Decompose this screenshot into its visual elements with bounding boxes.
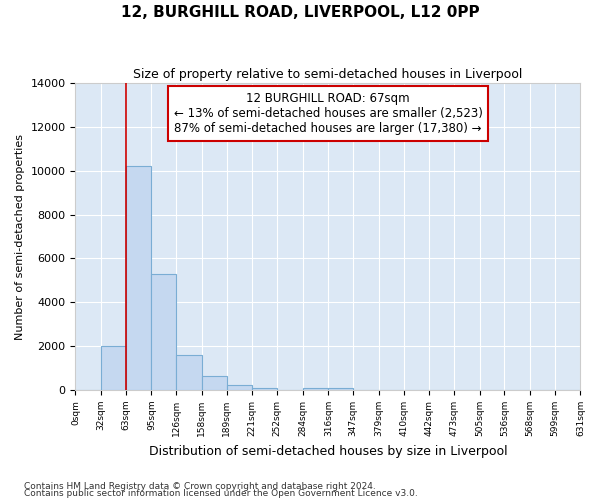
Bar: [176, 355, 202, 390]
Bar: [227, 384, 253, 390]
Bar: [202, 376, 227, 390]
Bar: [126, 166, 151, 390]
Text: Contains public sector information licensed under the Open Government Licence v3: Contains public sector information licen…: [24, 490, 418, 498]
Bar: [151, 274, 176, 390]
X-axis label: Distribution of semi-detached houses by size in Liverpool: Distribution of semi-detached houses by …: [149, 444, 507, 458]
Y-axis label: Number of semi-detached properties: Number of semi-detached properties: [15, 134, 25, 340]
Bar: [101, 346, 126, 390]
Text: 12 BURGHILL ROAD: 67sqm
← 13% of semi-detached houses are smaller (2,523)
87% of: 12 BURGHILL ROAD: 67sqm ← 13% of semi-de…: [173, 92, 482, 136]
Bar: [253, 388, 277, 390]
Bar: [328, 388, 353, 390]
Title: Size of property relative to semi-detached houses in Liverpool: Size of property relative to semi-detach…: [133, 68, 523, 80]
Bar: [303, 388, 328, 390]
Text: 12, BURGHILL ROAD, LIVERPOOL, L12 0PP: 12, BURGHILL ROAD, LIVERPOOL, L12 0PP: [121, 5, 479, 20]
Text: Contains HM Land Registry data © Crown copyright and database right 2024.: Contains HM Land Registry data © Crown c…: [24, 482, 376, 491]
